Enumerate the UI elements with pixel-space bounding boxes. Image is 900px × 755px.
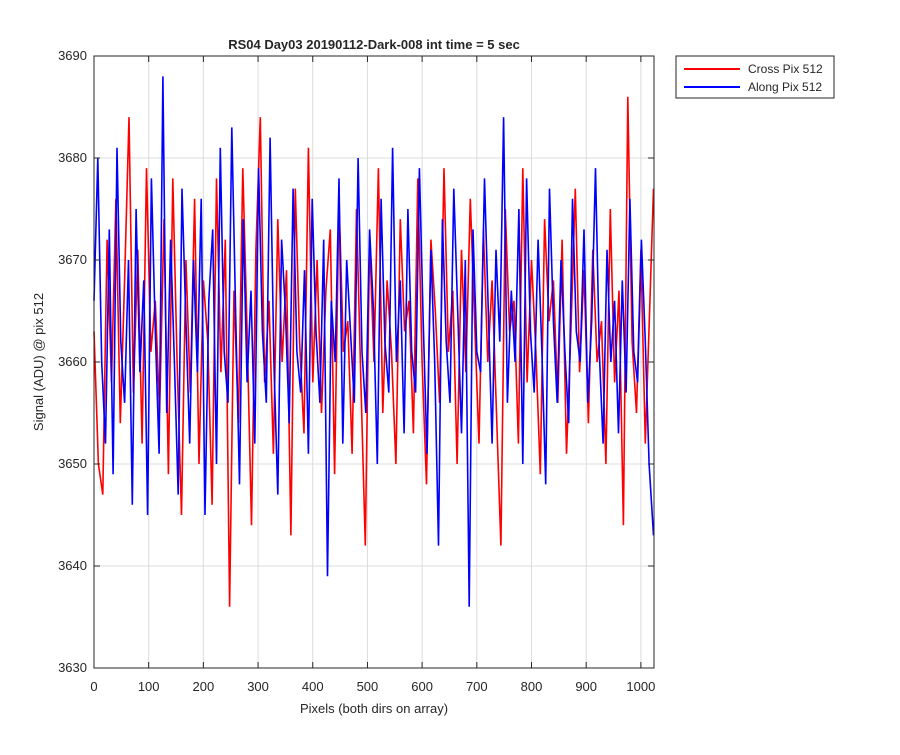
x-tick-label: 800 (521, 679, 543, 694)
legend[interactable]: Cross Pix 512 Along Pix 512 (675, 55, 835, 99)
x-tick-label: 300 (247, 679, 269, 694)
y-tick-label: 3690 (58, 48, 87, 63)
y-tick-label: 3670 (58, 252, 87, 267)
x-tick-label: 500 (357, 679, 379, 694)
legend-label-along: Along Pix 512 (748, 80, 822, 94)
series-line-along-pix-512 (93, 76, 655, 607)
x-tick-label: 700 (466, 679, 488, 694)
x-tick-label: 900 (575, 679, 597, 694)
series-layer (93, 76, 655, 607)
y-tick-label: 3640 (58, 558, 87, 573)
x-tick-label: 200 (193, 679, 215, 694)
x-tick-label: 1000 (626, 679, 655, 694)
y-tick-label: 3630 (58, 660, 87, 675)
y-axis-label: Signal (ADU) @ pix 512 (31, 293, 46, 431)
x-axis-label: Pixels (both dirs on array) (300, 701, 448, 716)
x-tick-label: 400 (302, 679, 324, 694)
y-tick-label: 3680 (58, 150, 87, 165)
x-tick-label: 0 (90, 679, 97, 694)
y-tick-label: 3650 (58, 456, 87, 471)
x-tick-label: 600 (411, 679, 433, 694)
legend-label-cross: Cross Pix 512 (748, 62, 823, 76)
y-tick-label: 3660 (58, 354, 87, 369)
ticks: 0 100 200 300 400 500 600 700 800 900 1000 3630 3640… (58, 48, 655, 694)
chart-title: RS04 Day03 20190112-Dark-008 int time = … (228, 37, 520, 52)
x-tick-label: 100 (138, 679, 160, 694)
legend-box (675, 55, 835, 99)
